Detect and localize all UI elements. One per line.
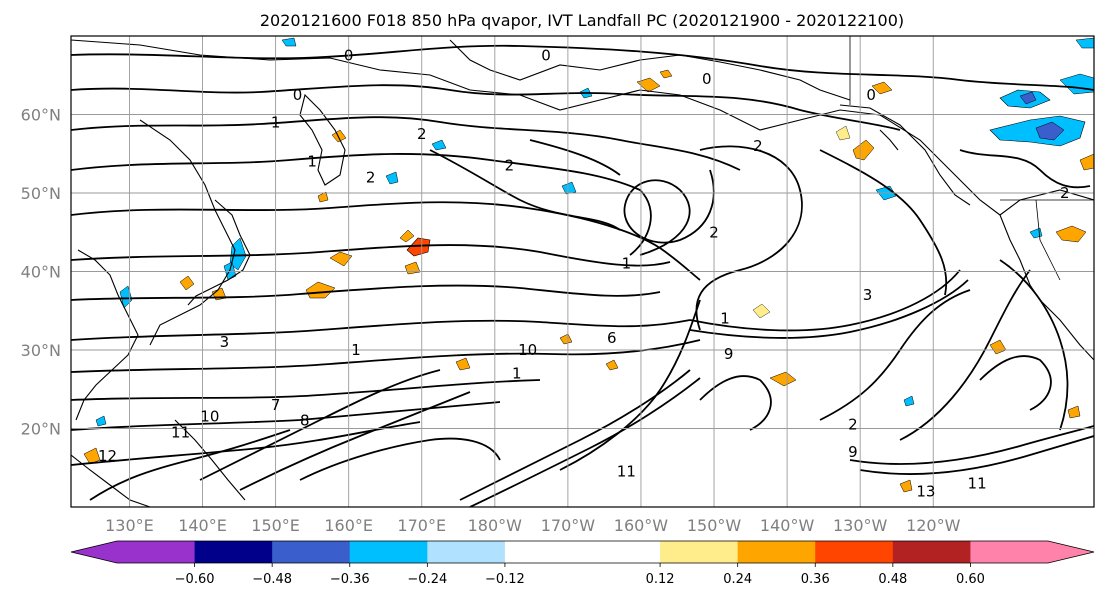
colorbar-tick-label: −0.48 — [252, 572, 292, 587]
colorbar-bin — [892, 541, 971, 563]
colorbar-tick-label: 0.12 — [646, 572, 675, 587]
latitude-labels: 20°N 30°N 40°N 50°N 60°N — [21, 106, 61, 439]
contour-label: 1 — [512, 365, 522, 383]
qvapor-shading — [83, 37, 1094, 493]
borders — [849, 36, 1094, 281]
colorbar-tick-label: −0.12 — [485, 572, 525, 587]
contour-label: 6 — [607, 329, 617, 347]
lat-tick-label: 50°N — [21, 184, 61, 203]
colorbar-extend-max — [1048, 541, 1094, 563]
lat-tick-label: 60°N — [21, 106, 61, 125]
colorbar-outline — [70, 540, 1095, 564]
contour-label: 7 — [271, 396, 281, 414]
colorbar: −0.60 −0.48 −0.36 −0.24 −0.12 0.12 0.24 0.36 0.4… — [70, 540, 1095, 587]
contour-label: 13 — [916, 482, 935, 500]
contour-label: 1 — [307, 153, 317, 171]
colorbar-tick-label: −0.24 — [407, 572, 447, 587]
lon-tick-label: 130°E — [105, 516, 154, 535]
map-frame — [70, 35, 1095, 508]
colorbar-bin — [117, 541, 196, 563]
colorbar-tick-label: 0.48 — [878, 572, 907, 587]
contour-label: 0 — [702, 70, 712, 88]
contour-label: 0 — [293, 86, 303, 104]
colorbar-extend-min — [71, 541, 117, 563]
colorbar-tick-label: 0.60 — [956, 572, 985, 587]
contour-label: 1 — [720, 310, 730, 328]
contour-label: 2 — [848, 416, 858, 434]
colorbar-tick-label: 0.24 — [723, 572, 752, 587]
lon-tick-label: 180°W — [468, 516, 523, 535]
contour-label: 1 — [271, 113, 281, 131]
contour-label: 11 — [968, 474, 987, 492]
contour-label: 11 — [617, 463, 636, 481]
contour-label: 3 — [863, 286, 873, 304]
contour-label: 10 — [200, 408, 219, 426]
lon-tick-label: 160°W — [614, 516, 669, 535]
lon-tick-label: 150°E — [251, 516, 300, 535]
contour-label: 2 — [505, 157, 515, 175]
contour-label: 0 — [541, 47, 551, 65]
colorbar-tick-label: −0.36 — [330, 572, 370, 587]
lon-tick-label: 160°E — [324, 516, 373, 535]
contour-label: 1 — [622, 255, 632, 273]
colorbar-bin — [815, 541, 894, 563]
lon-tick-label: 140°E — [178, 516, 227, 535]
contour-label: 2 — [753, 137, 763, 155]
colorbar-bin — [660, 541, 739, 563]
contour-label: 2 — [1060, 184, 1070, 202]
colorbar-bin — [349, 541, 428, 563]
contour-label: 0 — [866, 86, 876, 104]
contour-label: 8 — [300, 412, 310, 430]
contour-label: 9 — [848, 443, 858, 461]
contour-label: 3 — [220, 333, 230, 351]
colorbar-bin — [737, 541, 816, 563]
colorbar-bin — [194, 541, 273, 563]
contour-label: 0 — [344, 47, 354, 65]
colorbar-bin — [427, 541, 506, 563]
colorbar-bin — [970, 541, 1049, 563]
lat-tick-label: 20°N — [21, 420, 61, 439]
gridlines — [71, 36, 1094, 507]
longitude-labels: 130°E 140°E 150°E 160°E 170°E 180°W 170°W 160°W… — [105, 516, 960, 535]
contour-label: 2 — [417, 125, 427, 143]
lat-tick-label: 30°N — [21, 341, 61, 360]
contour-label: 10 — [518, 341, 537, 359]
lon-tick-label: 170°E — [397, 516, 446, 535]
contour-label: 11 — [171, 423, 190, 441]
contour-label: 2 — [366, 168, 376, 186]
lat-tick-label: 40°N — [21, 263, 61, 282]
colorbar-tick-label: −0.60 — [175, 572, 215, 587]
lon-tick-label: 170°W — [541, 516, 596, 535]
map-title: 2020121600 F018 850 hPa qvapor, IVT Land… — [260, 11, 904, 30]
colorbar-bin — [272, 541, 351, 563]
contour-label: 12 — [98, 447, 117, 465]
lon-tick-label: 150°W — [687, 516, 742, 535]
lon-tick-label: 140°W — [760, 516, 815, 535]
colorbar-bin — [504, 541, 661, 563]
ivt-contours — [71, 44, 1094, 507]
contour-label: 9 — [724, 345, 734, 363]
lon-tick-label: 120°W — [906, 516, 961, 535]
contour-label: 1 — [351, 341, 361, 359]
lon-tick-label: 130°W — [833, 516, 888, 535]
contour-label: 2 — [709, 223, 719, 241]
colorbar-tick-label: 0.36 — [801, 572, 830, 587]
